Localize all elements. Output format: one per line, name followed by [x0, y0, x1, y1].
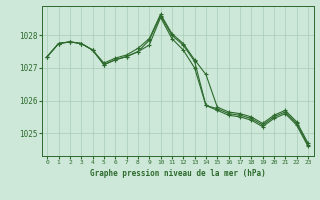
X-axis label: Graphe pression niveau de la mer (hPa): Graphe pression niveau de la mer (hPa) [90, 169, 266, 178]
